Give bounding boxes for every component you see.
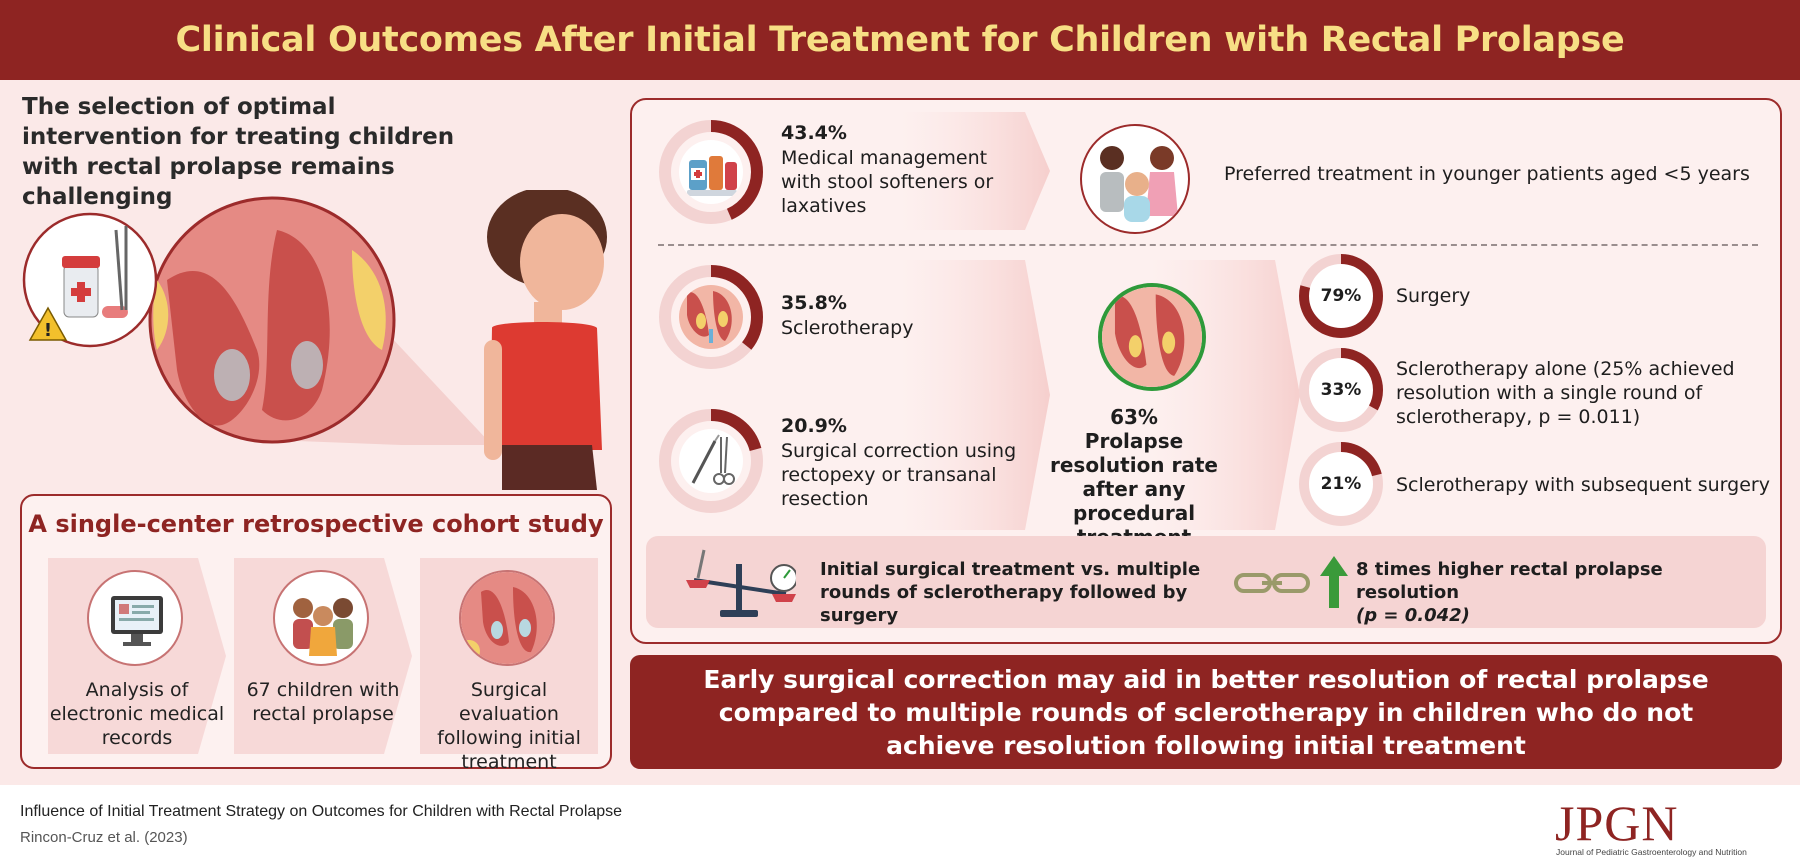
cohort-step-records: Analysis of electronic medical records: [48, 558, 226, 754]
treatment-percent-medical: 43.4%: [781, 122, 847, 144]
section-divider: [658, 244, 1758, 246]
ring-value-arc: [1299, 442, 1383, 526]
outcome-label-sclerotherapy-alone: Sclerotherapy alone (25% achieved resolu…: [1396, 358, 1735, 428]
ring-value-arc: [659, 120, 763, 224]
young-children-icon: [1080, 124, 1190, 234]
conclusion-text: Early surgical correction may aid in bet…: [703, 664, 1709, 760]
outcome-label-sclerotherapy-surgery: Sclerotherapy with subsequent surgery: [1396, 474, 1770, 496]
outcome-ring-surgery: [1299, 254, 1383, 338]
cohort-study-box: A single-center retrospective cohort stu…: [20, 494, 612, 773]
procedural-result: 63% Prolapse resolution rate after any p…: [1038, 405, 1230, 549]
comparison-result: 8 times higher rectal prolapse resolutio…: [1356, 559, 1663, 603]
cohort-study-title: A single-center retrospective cohort stu…: [28, 510, 604, 538]
conclusion-banner: Early surgical correction may aid in bet…: [630, 655, 1782, 769]
treatment-desc-surgical: Surgical correction using rectopexy or t…: [781, 440, 1017, 510]
outcome-percent-sclerotherapy-alone: 33%: [1320, 380, 1362, 400]
header-bar: Clinical Outcomes After Initial Treatmen…: [0, 0, 1800, 80]
computer-records-icon: [87, 570, 183, 666]
arrow-band-medical: [900, 112, 1050, 230]
citation-authors: Rincon-Cruz et al. (2023): [20, 829, 188, 846]
cohort-step-children: 67 children with rectal prolapse: [234, 558, 412, 754]
outcome-percent-surgery: 79%: [1320, 286, 1362, 306]
treatment-desc-medical: Medical management with stool softeners …: [781, 147, 994, 217]
journal-logo-subtitle: Journal of Pediatric Gastroenterology an…: [1556, 847, 1747, 857]
prolapse-resolution-icon: [1098, 283, 1206, 391]
comparison-box: Initial surgical treatment vs. multiple …: [646, 536, 1766, 628]
footer: Influence of Initial Treatment Strategy …: [0, 785, 1800, 863]
ring-value-arc: [1299, 254, 1383, 338]
svg-text:!: !: [44, 320, 52, 341]
treatment-ring-surgical: [659, 409, 763, 513]
page-title: Clinical Outcomes After Initial Treatmen…: [175, 20, 1625, 60]
preferred-treatment-text: Preferred treatment in younger patients …: [1224, 163, 1750, 185]
intro-text: The selection of optimal intervention fo…: [22, 94, 455, 210]
procedural-label: Prolapse resolution rate after any proce…: [1049, 429, 1218, 549]
treatment-percent-surgical: 20.9%: [781, 415, 847, 437]
comparison-p-value: (p = 0.042): [1356, 605, 1470, 626]
citation-title: Influence of Initial Treatment Strategy …: [20, 803, 623, 820]
step-label-evaluation: Surgical evaluation following initial tr…: [437, 679, 581, 773]
rectal-anatomy-icon: [459, 570, 555, 666]
outcome-ring-sclerotherapy-alone-value: 33%: [1298, 347, 1384, 433]
outcome-percent-sclerotherapy-surgery: 21%: [1320, 474, 1362, 494]
balance-scale-icon: [686, 549, 796, 617]
medication-icon: [679, 140, 743, 204]
treatment-ring-medical: [659, 120, 763, 224]
procedural-percent: 63%: [1110, 405, 1158, 429]
comparison-right-text: 8 times higher rectal prolapse resolutio…: [1356, 558, 1756, 627]
up-arrow-icon: [1320, 556, 1348, 608]
treatment-ring-sclerotherapy: [659, 265, 763, 369]
outcome-ring-sclerotherapy-surgery-value: 21%: [1298, 441, 1384, 527]
cohort-step-evaluation: Surgical evaluation following initial tr…: [420, 558, 598, 773]
ring-value-arc: [659, 265, 763, 369]
step-label-records: Analysis of electronic medical records: [49, 679, 225, 749]
comparison-left-text: Initial surgical treatment vs. multiple …: [820, 559, 1201, 626]
outcome-label-surgery: Surgery: [1396, 285, 1471, 307]
children-group-icon: [273, 570, 369, 666]
journal-logo: JPGN: [1555, 795, 1679, 851]
ring-value-arc: [659, 409, 763, 513]
treatment-percent-sclerotherapy: 35.8%: [781, 292, 847, 314]
surgical-instruments-icon: [679, 429, 743, 493]
step-label-children: 67 children with rectal prolapse: [246, 679, 400, 725]
outcome-ring-surgery-value: 79%: [1298, 253, 1384, 339]
sclerotherapy-icon: [679, 285, 743, 349]
outcome-ring-sclerotherapy-surgery: [1299, 442, 1383, 526]
chain-link-icon: [1234, 573, 1310, 593]
ring-value-arc: [1299, 348, 1383, 432]
outcome-ring-sclerotherapy-alone: [1299, 348, 1383, 432]
treatment-desc-sclerotherapy: Sclerotherapy: [781, 317, 914, 339]
arrow-band-procedural: [900, 260, 1050, 530]
anatomy-illustration: !: [22, 190, 607, 490]
